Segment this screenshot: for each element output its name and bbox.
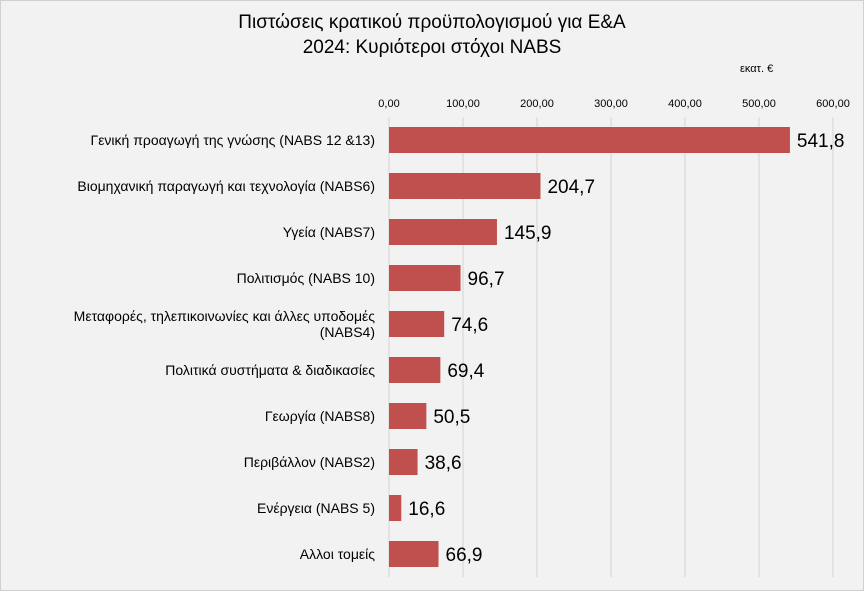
category-label: Αλλοι τομείς — [300, 546, 375, 562]
category-label: Περιβάλλον (NABS2) — [244, 454, 375, 470]
bar — [389, 173, 541, 199]
bar — [389, 541, 439, 567]
category-label: Μεταφορές, τηλεπικοινωνίες και άλλες υπο… — [74, 308, 376, 340]
category-label-line: Αλλοι τομείς — [300, 546, 375, 562]
value-label: 204,7 — [547, 177, 595, 198]
value-label: 69,4 — [447, 361, 484, 382]
bar — [389, 219, 497, 245]
category-label-line: Πολιτισμός (NABS 10) — [237, 270, 375, 286]
category-label: Πολιτισμός (NABS 10) — [237, 270, 375, 286]
x-tick-label: 0,00 — [378, 98, 399, 110]
category-label-line: Γεωργία (NABS8) — [265, 408, 375, 424]
category-label-line: (NABS4) — [320, 324, 375, 340]
category-label-line: Υγεία (NABS7) — [283, 224, 375, 240]
value-label: 16,6 — [408, 499, 445, 520]
value-label: 38,6 — [425, 453, 462, 474]
value-label: 96,7 — [468, 269, 505, 290]
value-label: 145,9 — [504, 223, 552, 244]
unit-label: εκατ. € — [740, 63, 774, 75]
value-label: 74,6 — [451, 315, 488, 336]
category-label-line: Γενική προαγωγή της γνώσης (NABS 12 &13) — [90, 132, 375, 148]
x-tick-label: 100,00 — [446, 98, 480, 110]
value-label: 50,5 — [433, 407, 470, 428]
bar — [389, 127, 790, 153]
category-label: Πολιτικά συστήματα & διαδικασίες — [165, 362, 375, 378]
category-label: Υγεία (NABS7) — [283, 224, 375, 240]
value-label: 541,8 — [797, 131, 845, 152]
category-label: Γενική προαγωγή της γνώσης (NABS 12 &13) — [90, 132, 375, 148]
bar — [389, 495, 402, 521]
bar — [389, 311, 445, 337]
bar — [389, 265, 461, 291]
chart-title-line-1: Πιστώσεις κρατικού προϋπολογισμού για Ε&… — [238, 12, 626, 33]
category-label: Ενέργεια (NABS 5) — [257, 500, 375, 516]
category-label-line: Μεταφορές, τηλεπικοινωνίες και άλλες υπο… — [74, 308, 376, 324]
category-label: Βιομηχανική παραγωγή και τεχνολογία (NAB… — [77, 178, 375, 194]
bar — [389, 403, 427, 429]
x-tick-label: 600,00 — [816, 98, 850, 110]
category-label: Γεωργία (NABS8) — [265, 408, 375, 424]
chart-title-line-2: 2024: Κυριότεροι στόχοι NABS — [302, 37, 562, 58]
category-label-line: Ενέργεια (NABS 5) — [257, 500, 375, 516]
category-label-line: Βιομηχανική παραγωγή και τεχνολογία (NAB… — [77, 178, 375, 194]
value-label: 66,9 — [446, 545, 483, 566]
x-tick-label: 400,00 — [668, 98, 702, 110]
bar — [389, 449, 418, 475]
x-tick-label: 500,00 — [742, 98, 776, 110]
category-label-line: Πολιτικά συστήματα & διαδικασίες — [165, 362, 375, 378]
category-label-line: Περιβάλλον (NABS2) — [244, 454, 375, 470]
x-tick-label: 300,00 — [594, 98, 628, 110]
x-tick-label: 200,00 — [520, 98, 554, 110]
bar — [389, 357, 441, 383]
